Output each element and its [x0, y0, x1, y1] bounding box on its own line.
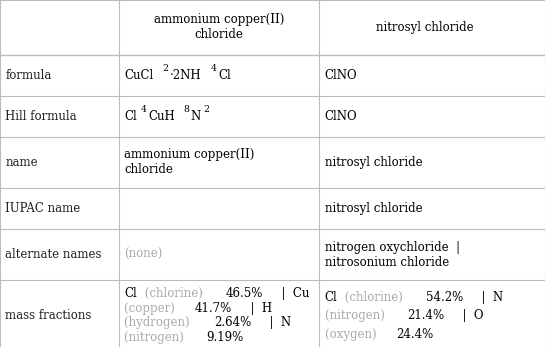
Text: nitrosyl chloride: nitrosyl chloride — [376, 21, 474, 34]
Text: (hydrogen): (hydrogen) — [124, 316, 193, 329]
Text: mass fractions: mass fractions — [5, 309, 92, 322]
Text: |  H: | H — [243, 302, 272, 315]
Text: 2.64%: 2.64% — [214, 316, 251, 329]
Text: alternate names: alternate names — [5, 248, 102, 261]
Text: 9.19%: 9.19% — [207, 331, 244, 344]
Text: nitrosyl chloride: nitrosyl chloride — [325, 202, 422, 215]
Text: name: name — [5, 156, 38, 169]
Text: 2: 2 — [162, 65, 168, 74]
Text: N: N — [191, 110, 201, 123]
Text: 4: 4 — [141, 105, 147, 115]
Text: |  O: | O — [455, 309, 483, 322]
Text: 4: 4 — [210, 65, 216, 74]
Text: ·2NH: ·2NH — [169, 69, 201, 82]
Text: (chlorine): (chlorine) — [141, 287, 207, 300]
Text: (oxygen): (oxygen) — [325, 328, 380, 341]
Text: (nitrogen): (nitrogen) — [124, 331, 188, 344]
Text: CuH: CuH — [148, 110, 175, 123]
Text: ammonium copper(II)
chloride: ammonium copper(II) chloride — [154, 14, 284, 41]
Text: Cl: Cl — [325, 290, 337, 304]
Text: Cl: Cl — [124, 287, 137, 300]
Text: ClNO: ClNO — [325, 110, 358, 123]
Text: Hill formula: Hill formula — [5, 110, 77, 123]
Text: |  N: | N — [474, 290, 503, 304]
Text: (copper): (copper) — [124, 302, 179, 315]
Text: 41.7%: 41.7% — [195, 302, 232, 315]
Text: IUPAC name: IUPAC name — [5, 202, 81, 215]
Text: formula: formula — [5, 69, 52, 82]
Text: |  Cu: | Cu — [274, 287, 309, 300]
Text: Cl: Cl — [124, 110, 137, 123]
Text: 8: 8 — [183, 105, 189, 115]
Text: Cl: Cl — [219, 69, 231, 82]
Text: CuCl: CuCl — [124, 69, 154, 82]
Text: (chlorine): (chlorine) — [341, 290, 407, 304]
Text: ClNO: ClNO — [325, 69, 358, 82]
Text: 54.2%: 54.2% — [426, 290, 463, 304]
Text: 24.4%: 24.4% — [396, 328, 433, 341]
Text: 46.5%: 46.5% — [226, 287, 263, 300]
Text: 2: 2 — [204, 105, 210, 115]
Text: |  N: | N — [262, 316, 291, 329]
Text: nitrosyl chloride: nitrosyl chloride — [325, 156, 422, 169]
Text: (none): (none) — [124, 248, 162, 261]
Text: (nitrogen): (nitrogen) — [325, 309, 389, 322]
Text: ammonium copper(II)
chloride: ammonium copper(II) chloride — [124, 149, 255, 176]
Text: nitrogen oxychloride  |
nitrosonium chloride: nitrogen oxychloride | nitrosonium chlor… — [325, 241, 460, 269]
Text: 21.4%: 21.4% — [407, 309, 444, 322]
